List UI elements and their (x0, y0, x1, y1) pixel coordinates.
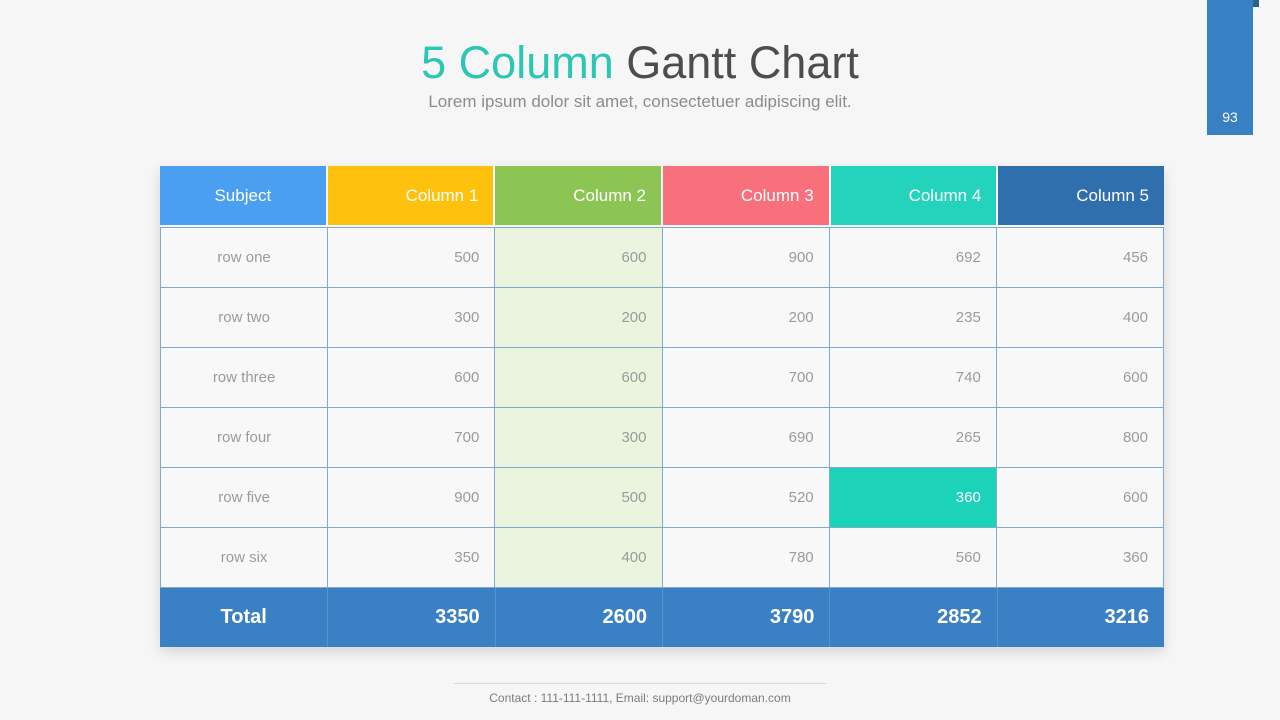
table-cell: 350 (328, 528, 495, 587)
total-cell: 3790 (661, 588, 829, 647)
table-cell: 520 (662, 468, 829, 527)
total-cell: 2600 (494, 588, 662, 647)
table-cell: 300 (328, 288, 495, 347)
table-body: row one 500 600 900 692 456 row two 300 … (160, 227, 1164, 588)
table-cell: 500 (328, 228, 495, 287)
gantt-table: Subject Column 1 Column 2 Column 3 Colum… (160, 166, 1164, 647)
header-cell-column-4: Column 4 (830, 166, 997, 225)
total-label: Total (220, 606, 267, 628)
table-cell: 780 (662, 528, 829, 587)
table-cell: 740 (829, 348, 996, 407)
table-cell: 692 (829, 228, 996, 287)
table-total-row: Total 3350 2600 3790 2852 3216 (160, 588, 1164, 647)
page-number-ribbon: 93 (1207, 0, 1253, 135)
page-number: 93 (1222, 109, 1238, 125)
footer-divider (454, 683, 826, 684)
header-cell-column-2: Column 2 (495, 166, 661, 225)
table-cell: 700 (328, 408, 495, 467)
table-cell: 600 (495, 348, 662, 407)
total-cell: 3216 (996, 588, 1164, 647)
table-cell: 400 (996, 288, 1163, 347)
row-label: row three (161, 348, 328, 407)
highlighted-cell: 360 (829, 468, 996, 527)
table-cell: 900 (662, 228, 829, 287)
table-cell: 690 (662, 408, 829, 467)
table-cell: 900 (328, 468, 495, 527)
table-cell: 300 (495, 408, 662, 467)
total-cell: 2852 (829, 588, 996, 647)
total-cell: 3350 (327, 588, 494, 647)
contact-info: Contact : 111-111-1111, Email: support@y… (489, 691, 791, 705)
table-cell: 560 (829, 528, 996, 587)
row-label: row four (161, 408, 328, 467)
table-cell: 600 (996, 468, 1163, 527)
page-title: 5 Column Gantt Chart (0, 37, 1280, 88)
table-cell: 800 (996, 408, 1163, 467)
table-cell: 235 (829, 288, 996, 347)
table-cell: 265 (829, 408, 996, 467)
table-cell: 400 (495, 528, 662, 587)
row-label: row one (161, 228, 328, 287)
header-cell-column-3: Column 3 (663, 166, 829, 225)
subtitle: Lorem ipsum dolor sit amet, consectetuer… (428, 92, 852, 112)
table-cell: 200 (662, 288, 829, 347)
table-cell: 456 (996, 228, 1163, 287)
table-cell: 200 (495, 288, 662, 347)
slide-footer: Contact : 111-111-1111, Email: support@y… (0, 683, 1280, 705)
table-cell: 500 (495, 468, 662, 527)
title-accent: 5 Column (421, 37, 614, 88)
header-cell-subject: Subject (160, 166, 326, 225)
table-cell: 360 (996, 528, 1163, 587)
table-cell: 600 (328, 348, 495, 407)
slide-header: 5 Column Gantt Chart Lorem ipsum dolor s… (0, 37, 1280, 112)
title-rest: Gantt Chart (626, 37, 859, 88)
table-header-row: Subject Column 1 Column 2 Column 3 Colum… (160, 166, 1164, 225)
header-cell-column-5: Column 5 (998, 166, 1164, 225)
table-cell: 700 (662, 348, 829, 407)
row-label: row five (161, 468, 328, 527)
row-label: row two (161, 288, 328, 347)
header-cell-column-1: Column 1 (327, 166, 494, 225)
row-label: row six (161, 528, 328, 587)
table-cell: 600 (495, 228, 662, 287)
table-cell: 600 (996, 348, 1163, 407)
